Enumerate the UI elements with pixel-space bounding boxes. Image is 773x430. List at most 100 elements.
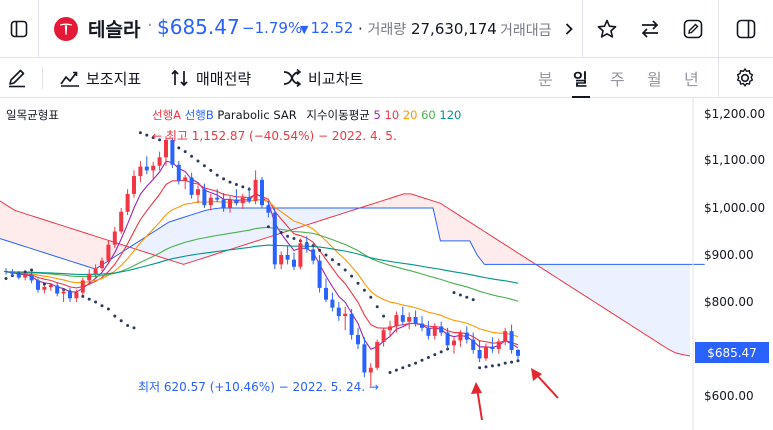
psar-dot	[286, 234, 290, 238]
cloud-segment	[587, 264, 595, 302]
candle-body	[16, 273, 21, 278]
cloud-segment	[249, 208, 257, 244]
cloud-segment	[44, 219, 52, 255]
compare-chart-button[interactable]: 비교차트	[282, 66, 363, 90]
candle-body	[157, 157, 162, 166]
candle-body	[400, 315, 405, 322]
psar-dot	[510, 360, 514, 364]
psar-dot	[401, 366, 405, 370]
indicator-legend[interactable]: 선행A 선행B Parabolic SAR 지수이동평균 5 10 20 60 …	[152, 107, 461, 123]
change-value: 12.52	[310, 19, 354, 37]
panel-toggle-button[interactable]	[727, 9, 765, 49]
candle-body	[464, 332, 469, 340]
period-month-tab[interactable]: 월	[647, 70, 662, 89]
symbol-name[interactable]: 테슬라	[88, 19, 141, 41]
favorite-button[interactable]	[588, 9, 626, 49]
current-price-label: $685.47	[695, 342, 769, 363]
cloud-segment	[0, 200, 8, 241]
cloud-segment	[337, 208, 345, 216]
psar-dot	[228, 180, 232, 184]
drawing-tool-button[interactable]	[6, 66, 34, 90]
psar-dot	[151, 136, 155, 139]
separator-dot: ·	[147, 15, 153, 36]
cloud-segment	[462, 217, 470, 241]
cloud-segment	[110, 240, 118, 260]
psar-dot	[222, 177, 226, 181]
compare-icon	[283, 68, 302, 88]
edit-icon	[683, 19, 703, 39]
span-b-line	[0, 207, 705, 270]
span-b-legend: 선행B	[184, 108, 214, 122]
cloud-segment	[543, 264, 551, 274]
cloud-segment	[73, 229, 81, 265]
candle-body	[228, 199, 232, 208]
candle-body	[68, 291, 72, 299]
gear-icon	[736, 68, 754, 87]
sidebar-toggle-button[interactable]	[0, 9, 38, 49]
cloud-segment	[653, 264, 661, 345]
candle-body	[477, 349, 482, 359]
psar-dot	[4, 277, 8, 280]
cloud-segment	[168, 219, 177, 263]
period-year-tab[interactable]: 년	[684, 70, 699, 89]
indicator-icon	[60, 71, 79, 87]
candle-body	[138, 166, 143, 177]
cloud-segment	[418, 196, 426, 208]
candle-body	[324, 287, 328, 300]
cloud-segment	[242, 208, 250, 246]
period-minute-tab[interactable]: 분	[538, 70, 553, 89]
cloud-segment	[190, 212, 199, 263]
cloud-segment	[154, 226, 162, 258]
price-chart[interactable]: 일목균형표 선행A 선행B Parabolic SAR 지수이동평균 5 10 …	[0, 98, 773, 430]
candle-body	[279, 255, 284, 265]
psar-dot	[484, 365, 488, 369]
candle-body	[93, 268, 98, 274]
divider	[582, 0, 583, 58]
psar-dot	[279, 230, 283, 234]
cloud-segment	[572, 264, 580, 293]
strategy-button[interactable]: 매매전략	[170, 66, 251, 90]
edit-button[interactable]	[674, 9, 712, 49]
volume-info: · 거래량 27,630,174	[358, 20, 497, 38]
cloud-segment	[132, 240, 140, 251]
candle-body	[484, 346, 488, 359]
candle-body	[432, 326, 437, 336]
candle-body	[420, 323, 424, 328]
high-annotation: ← 최고 1,152.87 (−40.54%) − 2022. 4. 5.	[152, 129, 397, 143]
candle-body	[336, 307, 341, 317]
period-day-tab[interactable]: 일	[573, 70, 588, 89]
cloud-segment	[381, 198, 390, 208]
candle-body	[426, 327, 431, 336]
compare-label: 비교차트	[308, 69, 364, 88]
indicators-button[interactable]: 보조지표	[60, 66, 141, 90]
chart-canvas[interactable]	[0, 98, 773, 430]
psar-dot	[138, 131, 142, 135]
psar-dot	[42, 282, 46, 286]
compare-swap-button[interactable]	[631, 9, 669, 49]
psar-dot	[369, 295, 373, 299]
ichimoku-legend[interactable]: 일목균형표	[6, 108, 59, 122]
cloud-segment	[447, 208, 456, 241]
tesla-logo	[54, 17, 78, 41]
cloud-segment	[66, 226, 74, 263]
psar-dot	[292, 237, 296, 241]
psar-dot	[241, 185, 245, 189]
psar-dot	[452, 291, 456, 295]
price-tick: $800.00	[704, 295, 754, 309]
psar-dot	[375, 305, 379, 309]
psar-dot	[458, 293, 462, 297]
cloud-segment	[315, 208, 323, 223]
psar-dot	[414, 361, 418, 365]
psar-dot	[145, 133, 149, 137]
psar-dot	[209, 168, 213, 172]
psar-dot	[382, 314, 386, 318]
header-scroll-button[interactable]	[558, 9, 580, 49]
cloud-segment	[345, 208, 353, 213]
cloud-segment	[51, 222, 59, 258]
cloud-segment	[205, 208, 213, 258]
cloud-segment	[623, 264, 632, 326]
period-week-tab[interactable]: 주	[610, 70, 625, 89]
star-icon	[597, 19, 617, 38]
psar-dot	[132, 326, 136, 330]
chart-settings-button[interactable]	[726, 58, 764, 98]
